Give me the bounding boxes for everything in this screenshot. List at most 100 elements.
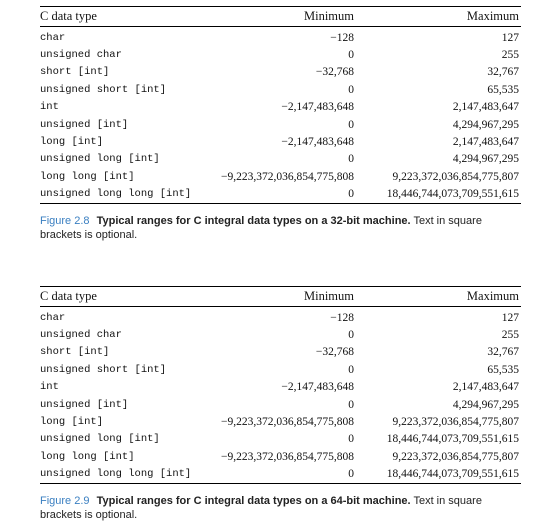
maximum-cell: 32,767 — [487, 66, 519, 79]
table-row: unsigned char 0 255 — [40, 326, 521, 343]
figure-caption: Figure 2.8 Typical ranges for C integral… — [40, 214, 510, 242]
maximum-cell: 255 — [501, 49, 519, 62]
figure-caption: Figure 2.9 Typical ranges for C integral… — [40, 494, 510, 522]
maximum-cell: 127 — [501, 311, 519, 324]
minimum-cell: 0 — [200, 185, 356, 204]
minimum-cell: −128 — [330, 31, 354, 44]
maximum-cell: 65,535 — [487, 363, 519, 376]
table-header-row: C data type Minimum Maximum — [40, 286, 521, 307]
type-cell: unsigned char — [40, 329, 122, 342]
figure-title: Typical ranges for C integral data types… — [96, 214, 411, 227]
maximum-cell: 65,535 — [487, 83, 519, 96]
table-row: int −2,147,483,648 2,147,483,647 — [40, 99, 521, 116]
type-cell: long [int] — [40, 416, 104, 429]
table-row: long long [int] −9,223,372,036,854,775,8… — [40, 448, 521, 465]
minimum-cell: 0 — [348, 329, 354, 342]
maximum-cell: 2,147,483,647 — [452, 101, 519, 114]
type-cell: unsigned long [int] — [40, 433, 160, 446]
type-cell: short [int] — [40, 346, 110, 359]
column-header-maximum: Maximum — [356, 286, 521, 307]
type-cell: unsigned long long [int] — [40, 465, 200, 484]
type-cell: unsigned short [int] — [40, 83, 167, 96]
type-cell: unsigned [int] — [40, 398, 129, 411]
table-row: unsigned [int] 0 4,294,967,295 — [40, 116, 521, 133]
maximum-cell: 4,294,967,295 — [452, 398, 519, 411]
type-cell: unsigned long long [int] — [40, 185, 200, 204]
maximum-cell: 2,147,483,647 — [452, 381, 519, 394]
maximum-cell: 32,767 — [487, 346, 519, 359]
table-row: int −2,147,483,648 2,147,483,647 — [40, 379, 521, 396]
minimum-cell: 0 — [348, 433, 354, 446]
table-row: short [int] −32,768 32,767 — [40, 344, 521, 361]
table-row: short [int] −32,768 32,767 — [40, 64, 521, 81]
table-row: long [int] −2,147,483,648 2,147,483,647 — [40, 133, 521, 150]
type-cell: long long [int] — [40, 450, 135, 463]
table-row: char −128 127 — [40, 307, 521, 327]
maximum-cell: 255 — [501, 329, 519, 342]
minimum-cell: −2,147,483,648 — [281, 101, 354, 114]
table-row: unsigned [int] 0 4,294,967,295 — [40, 396, 521, 413]
minimum-cell: 0 — [348, 153, 354, 166]
table-row: char −128 127 — [40, 27, 521, 47]
table-row: unsigned long [int] 0 4,294,967,295 — [40, 151, 521, 168]
column-header-type: C data type — [40, 6, 200, 27]
maximum-cell: 2,147,483,647 — [452, 136, 519, 149]
maximum-cell: 9,223,372,036,854,775,807 — [392, 450, 520, 463]
type-cell: unsigned short [int] — [40, 363, 167, 376]
maximum-cell: 4,294,967,295 — [452, 153, 519, 166]
minimum-cell: −9,223,372,036,854,775,808 — [221, 170, 354, 183]
maximum-cell: 18,446,744,073,709,551,615 — [356, 185, 521, 204]
minimum-cell: −2,147,483,648 — [281, 381, 354, 394]
type-cell: unsigned long [int] — [40, 153, 160, 166]
maximum-cell: 9,223,372,036,854,775,807 — [392, 170, 520, 183]
figure-2-8: C data type Minimum Maximum char −128 12… — [40, 6, 521, 242]
minimum-cell: −2,147,483,648 — [281, 136, 354, 149]
column-header-minimum: Minimum — [200, 6, 356, 27]
minimum-cell: 0 — [348, 363, 354, 376]
maximum-cell: 4,294,967,295 — [452, 118, 519, 131]
table-row: unsigned short [int] 0 65,535 — [40, 81, 521, 98]
minimum-cell: 0 — [348, 83, 354, 96]
table-row: long [int] −9,223,372,036,854,775,808 9,… — [40, 413, 521, 430]
type-cell: char — [40, 31, 66, 44]
minimum-cell: −9,223,372,036,854,775,808 — [221, 450, 354, 463]
table-row: unsigned long long [int] 0 18,446,744,07… — [40, 465, 521, 484]
column-header-maximum: Maximum — [356, 6, 521, 27]
table-row: long long [int] −9,223,372,036,854,775,8… — [40, 168, 521, 185]
minimum-cell: −32,768 — [315, 66, 354, 79]
maximum-cell: 18,446,744,073,709,551,615 — [356, 465, 521, 484]
minimum-cell: −128 — [330, 311, 354, 324]
maximum-cell: 18,446,744,073,709,551,615 — [386, 433, 519, 446]
ranges-table-64bit: C data type Minimum Maximum char −128 12… — [40, 286, 521, 484]
figure-label: Figure 2.9 — [40, 494, 90, 507]
figure-2-9: C data type Minimum Maximum char −128 12… — [40, 286, 521, 522]
type-cell: long long [int] — [40, 170, 135, 183]
minimum-cell: −9,223,372,036,854,775,808 — [221, 416, 354, 429]
type-cell: int — [40, 381, 59, 394]
minimum-cell: 0 — [348, 49, 354, 62]
minimum-cell: 0 — [348, 398, 354, 411]
type-cell: short [int] — [40, 66, 110, 79]
type-cell: long [int] — [40, 136, 104, 149]
type-cell: int — [40, 101, 59, 114]
minimum-cell: −32,768 — [315, 346, 354, 359]
type-cell: char — [40, 311, 66, 324]
table-header-row: C data type Minimum Maximum — [40, 6, 521, 27]
table-row: unsigned short [int] 0 65,535 — [40, 361, 521, 378]
table-row: unsigned long long [int] 0 18,446,744,07… — [40, 185, 521, 204]
maximum-cell: 127 — [501, 31, 519, 44]
figure-title: Typical ranges for C integral data types… — [96, 494, 411, 507]
figure-note: Text in square brackets is optional. — [40, 494, 482, 521]
figure-label: Figure 2.8 — [40, 214, 90, 227]
column-header-type: C data type — [40, 286, 200, 307]
column-header-minimum: Minimum — [200, 286, 356, 307]
type-cell: unsigned char — [40, 49, 122, 62]
figure-note: Text in square brackets is optional. — [40, 214, 482, 241]
minimum-cell: 0 — [348, 118, 354, 131]
type-cell: unsigned [int] — [40, 118, 129, 131]
minimum-cell: 0 — [200, 465, 356, 484]
maximum-cell: 9,223,372,036,854,775,807 — [392, 416, 520, 429]
table-row: unsigned long [int] 0 18,446,744,073,709… — [40, 431, 521, 448]
table-row: unsigned char 0 255 — [40, 46, 521, 63]
ranges-table-32bit: C data type Minimum Maximum char −128 12… — [40, 6, 521, 204]
